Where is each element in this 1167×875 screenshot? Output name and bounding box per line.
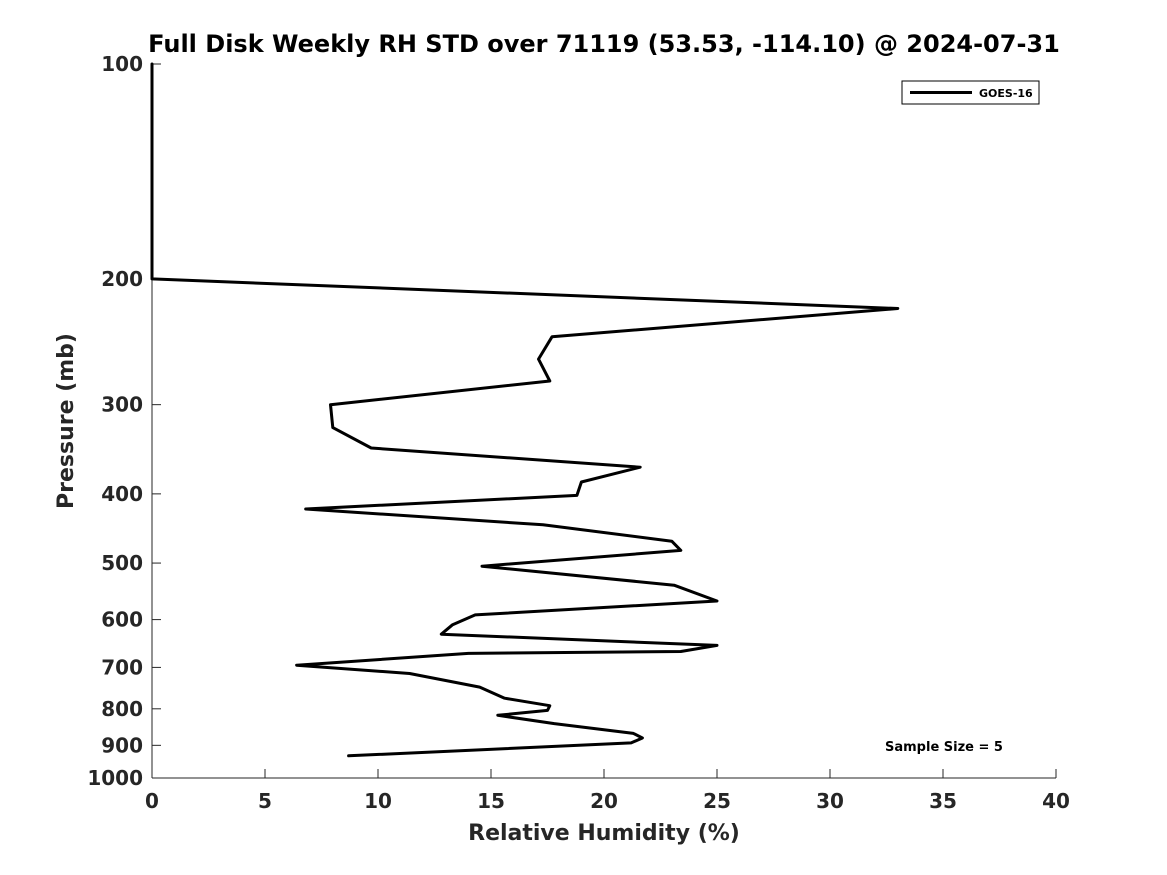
y-tick-label: 500 xyxy=(101,551,143,575)
x-tick-label: 10 xyxy=(364,789,392,813)
x-tick-label: 35 xyxy=(929,789,957,813)
y-tick-label: 1000 xyxy=(87,766,143,790)
y-tick-label: 700 xyxy=(101,655,143,679)
y-tick-label: 600 xyxy=(101,608,143,632)
x-tick-label: 25 xyxy=(703,789,731,813)
x-tick-label: 20 xyxy=(590,789,618,813)
sample-size-annotation: Sample Size = 5 xyxy=(885,740,1003,755)
y-tick-label: 800 xyxy=(101,697,143,721)
x-axis-label: Relative Humidity (%) xyxy=(468,821,740,846)
x-tick-label: 15 xyxy=(477,789,505,813)
x-tick-label: 0 xyxy=(145,789,159,813)
chart-title: Full Disk Weekly RH STD over 71119 (53.5… xyxy=(148,30,1060,58)
legend: GOES-16 xyxy=(901,80,1040,105)
y-tick-label: 100 xyxy=(101,52,143,76)
y-tick-label: 900 xyxy=(101,733,143,757)
y-tick-label: 300 xyxy=(101,393,143,417)
y-axis-label: Pressure (mb) xyxy=(54,333,79,509)
x-tick-label: 5 xyxy=(258,789,272,813)
x-tick-label: 30 xyxy=(816,789,844,813)
y-tick-label: 200 xyxy=(101,267,143,291)
plot-area: 0 5 10 15 20 25 30 35 40 100 200 300 400 500 600 700 800… xyxy=(87,52,1070,813)
series-line-goes-16 xyxy=(150,62,900,758)
legend-label-goes-16: GOES-16 xyxy=(979,87,1033,100)
y-tick-label: 400 xyxy=(101,482,143,506)
x-tick-label: 40 xyxy=(1042,789,1070,813)
